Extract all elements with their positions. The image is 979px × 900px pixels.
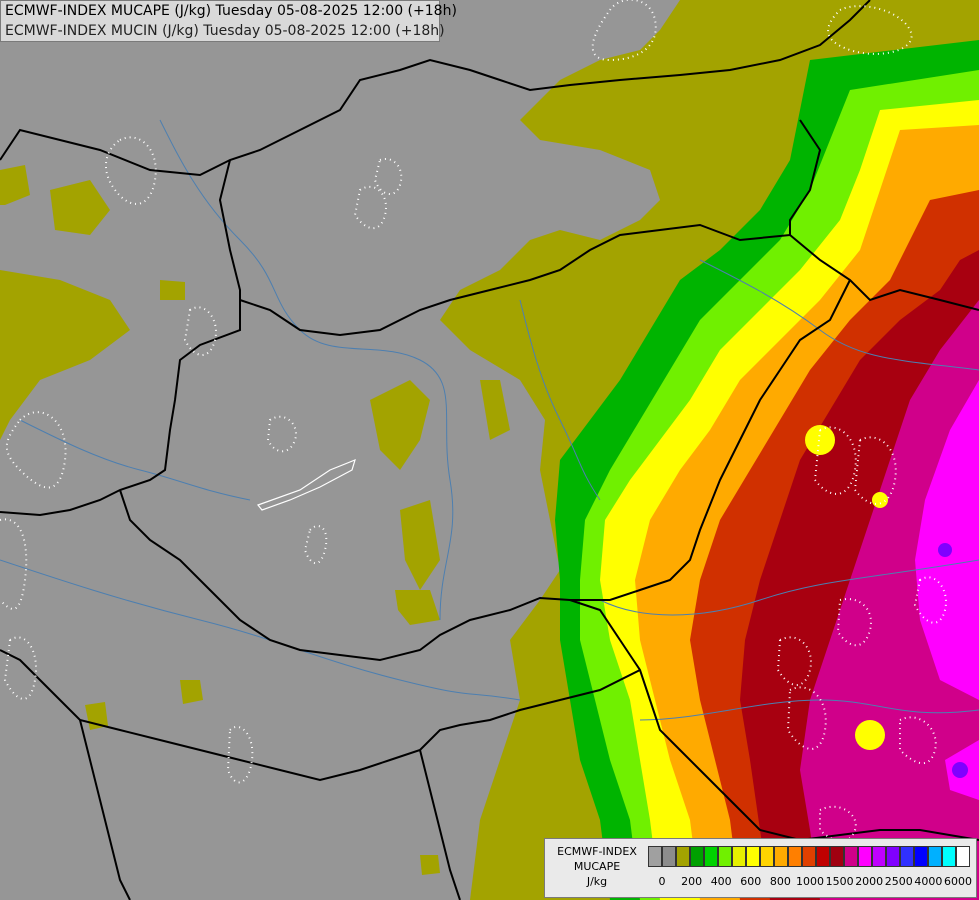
legend-swatch <box>956 846 970 867</box>
legend-swatch <box>648 846 662 867</box>
legend-tick-label: 2000 <box>855 875 884 888</box>
legend-tick-label: 1500 <box>825 875 854 888</box>
legend-tick-label: 2500 <box>884 875 913 888</box>
legend-tick-label: 200 <box>681 875 703 888</box>
map-title-box: ECMWF-INDEX MUCAPE (J/kg) Tuesday 05-08-… <box>0 0 457 42</box>
title-mucin: ECMWF-INDEX MUCIN (J/kg) Tuesday 05-08-2… <box>5 23 445 39</box>
legend-swatch <box>760 846 774 867</box>
legend-title-model: ECMWF-INDEX <box>557 845 637 858</box>
legend-swatch <box>914 846 928 867</box>
legend-swatch <box>844 846 858 867</box>
legend-tick-label: 6000 <box>944 875 972 888</box>
legend-swatch <box>690 846 704 867</box>
rivers <box>0 119 979 721</box>
legend-title-unit: J/kg <box>586 875 608 888</box>
legend-tick-labels: 0 200 400 600 800 1000 1500 2000 2500 4000 6000 <box>648 875 978 891</box>
legend-tick-label: 0 <box>658 875 666 888</box>
legend-swatch <box>886 846 900 867</box>
legend-swatch <box>872 846 886 867</box>
legend-swatch <box>704 846 718 867</box>
legend-swatch <box>942 846 956 867</box>
cin-contours <box>0 0 947 843</box>
cape-violet-spots <box>938 543 968 778</box>
legend-swatch <box>746 846 760 867</box>
legend-swatch <box>732 846 746 867</box>
legend-swatch <box>662 846 676 867</box>
legend-tick-label: 1000 <box>796 875 824 888</box>
legend-swatch <box>802 846 816 867</box>
legend-swatch <box>830 846 844 867</box>
legend-swatch <box>928 846 942 867</box>
legend-swatch <box>816 846 830 867</box>
legend-swatch <box>774 846 788 867</box>
legend-swatch <box>788 846 802 867</box>
legend-swatch <box>858 846 872 867</box>
legend-tick-label: 400 <box>710 875 732 888</box>
legend-color-bar <box>648 846 970 867</box>
color-legend: ECMWF-INDEX MUCAPE J/kg 0 200 400 600 800 100… <box>544 838 977 898</box>
cape-magenta-region <box>800 300 979 900</box>
legend-swatch <box>676 846 690 867</box>
legend-swatch <box>900 846 914 867</box>
legend-swatch <box>718 846 732 867</box>
legend-tick-label: 600 <box>740 875 762 888</box>
lake-outline <box>257 458 356 511</box>
legend-tick-label: 4000 <box>914 875 943 888</box>
legend-tick-label: 800 <box>769 875 791 888</box>
legend-title-variable: MUCAPE <box>573 860 621 873</box>
legend-title: ECMWF-INDEX MUCAPE J/kg <box>547 844 647 889</box>
title-mucape: ECMWF-INDEX MUCAPE (J/kg) Tuesday 05-08-… <box>5 3 457 19</box>
